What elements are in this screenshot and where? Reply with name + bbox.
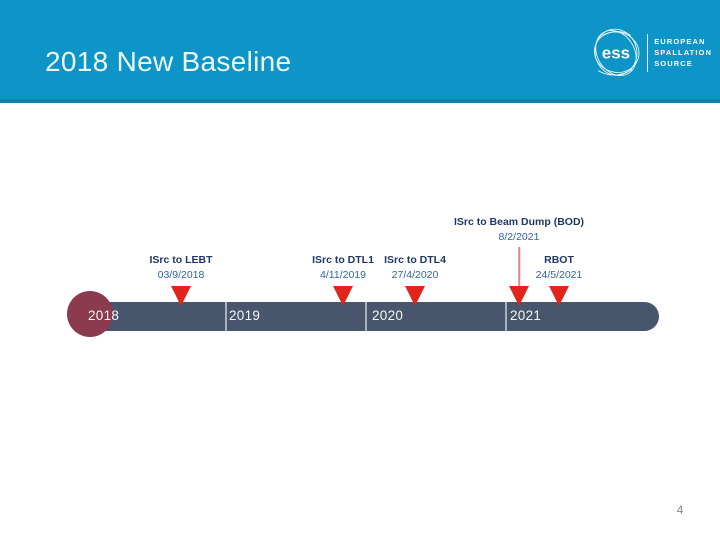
- milestone-marker-rbot: [549, 286, 569, 306]
- ess-logo: ess EUROPEAN SPALLATION SOURCE: [592, 16, 712, 90]
- logo-word-2: SPALLATION: [654, 48, 712, 57]
- milestone-date: 24/5/2021: [535, 269, 583, 281]
- milestone-marker-dtl4: [405, 286, 425, 306]
- milestone-label: ISrc to LEBT: [149, 254, 213, 266]
- milestone-label: ISrc to DTL1: [312, 254, 374, 266]
- milestone-date: 27/4/2020: [391, 269, 439, 281]
- ess-logo-mark-icon: ess: [594, 28, 640, 76]
- milestone-isrc-to-lebt: ISrc to LEBT 03/9/2018: [149, 253, 212, 282]
- year-separator-2020: [365, 302, 367, 331]
- milestone-date: 03/9/2018: [157, 269, 205, 281]
- logo-divider: [647, 34, 649, 72]
- timeline-start-circle: [67, 291, 113, 337]
- milestone-label: ISrc to DTL4: [384, 254, 446, 266]
- year-label-2021: 2021: [510, 308, 542, 323]
- ess-logo-mark-text: ess: [602, 43, 630, 62]
- milestone-date: 8/2/2021: [498, 231, 540, 243]
- year-label-2018: 2018: [88, 308, 120, 323]
- milestone-marker-lebt: [171, 286, 191, 306]
- milestone-label: RBOT: [544, 254, 574, 266]
- milestone-date: 4/11/2019: [320, 269, 366, 281]
- milestone-marker-beam-dump: [509, 286, 529, 306]
- milestone-isrc-to-dtl1: ISrc to DTL1 4/11/2019: [312, 253, 374, 282]
- year-separator-2019: [225, 302, 227, 331]
- page-number: 4: [676, 503, 684, 517]
- milestone-isrc-to-beam-dump: ISrc to Beam Dump (BOD) 8/2/2021: [454, 215, 584, 244]
- logo-wordmark: EUROPEAN SPALLATION SOURCE: [654, 38, 712, 68]
- milestone-rbot: RBOT 24/5/2021: [536, 253, 583, 282]
- milestone-isrc-to-dtl4: ISrc to DTL4 27/4/2020: [384, 253, 446, 282]
- year-label-2019: 2019: [229, 308, 261, 323]
- year-separator-2021: [505, 302, 507, 331]
- milestone-connector-line: [518, 247, 520, 288]
- timeline-bar: [74, 302, 659, 331]
- year-label-2020: 2020: [372, 308, 404, 323]
- slide-header: 2018 New Baseline ess EUROPEAN SPALLATIO…: [0, 0, 720, 103]
- milestone-marker-dtl1: [333, 286, 353, 306]
- milestone-label: ISrc to Beam Dump (BOD): [453, 216, 585, 228]
- logo-word-3: SOURCE: [654, 59, 693, 68]
- logo-word-1: EUROPEAN: [654, 37, 706, 46]
- slide-title: 2018 New Baseline: [45, 46, 292, 77]
